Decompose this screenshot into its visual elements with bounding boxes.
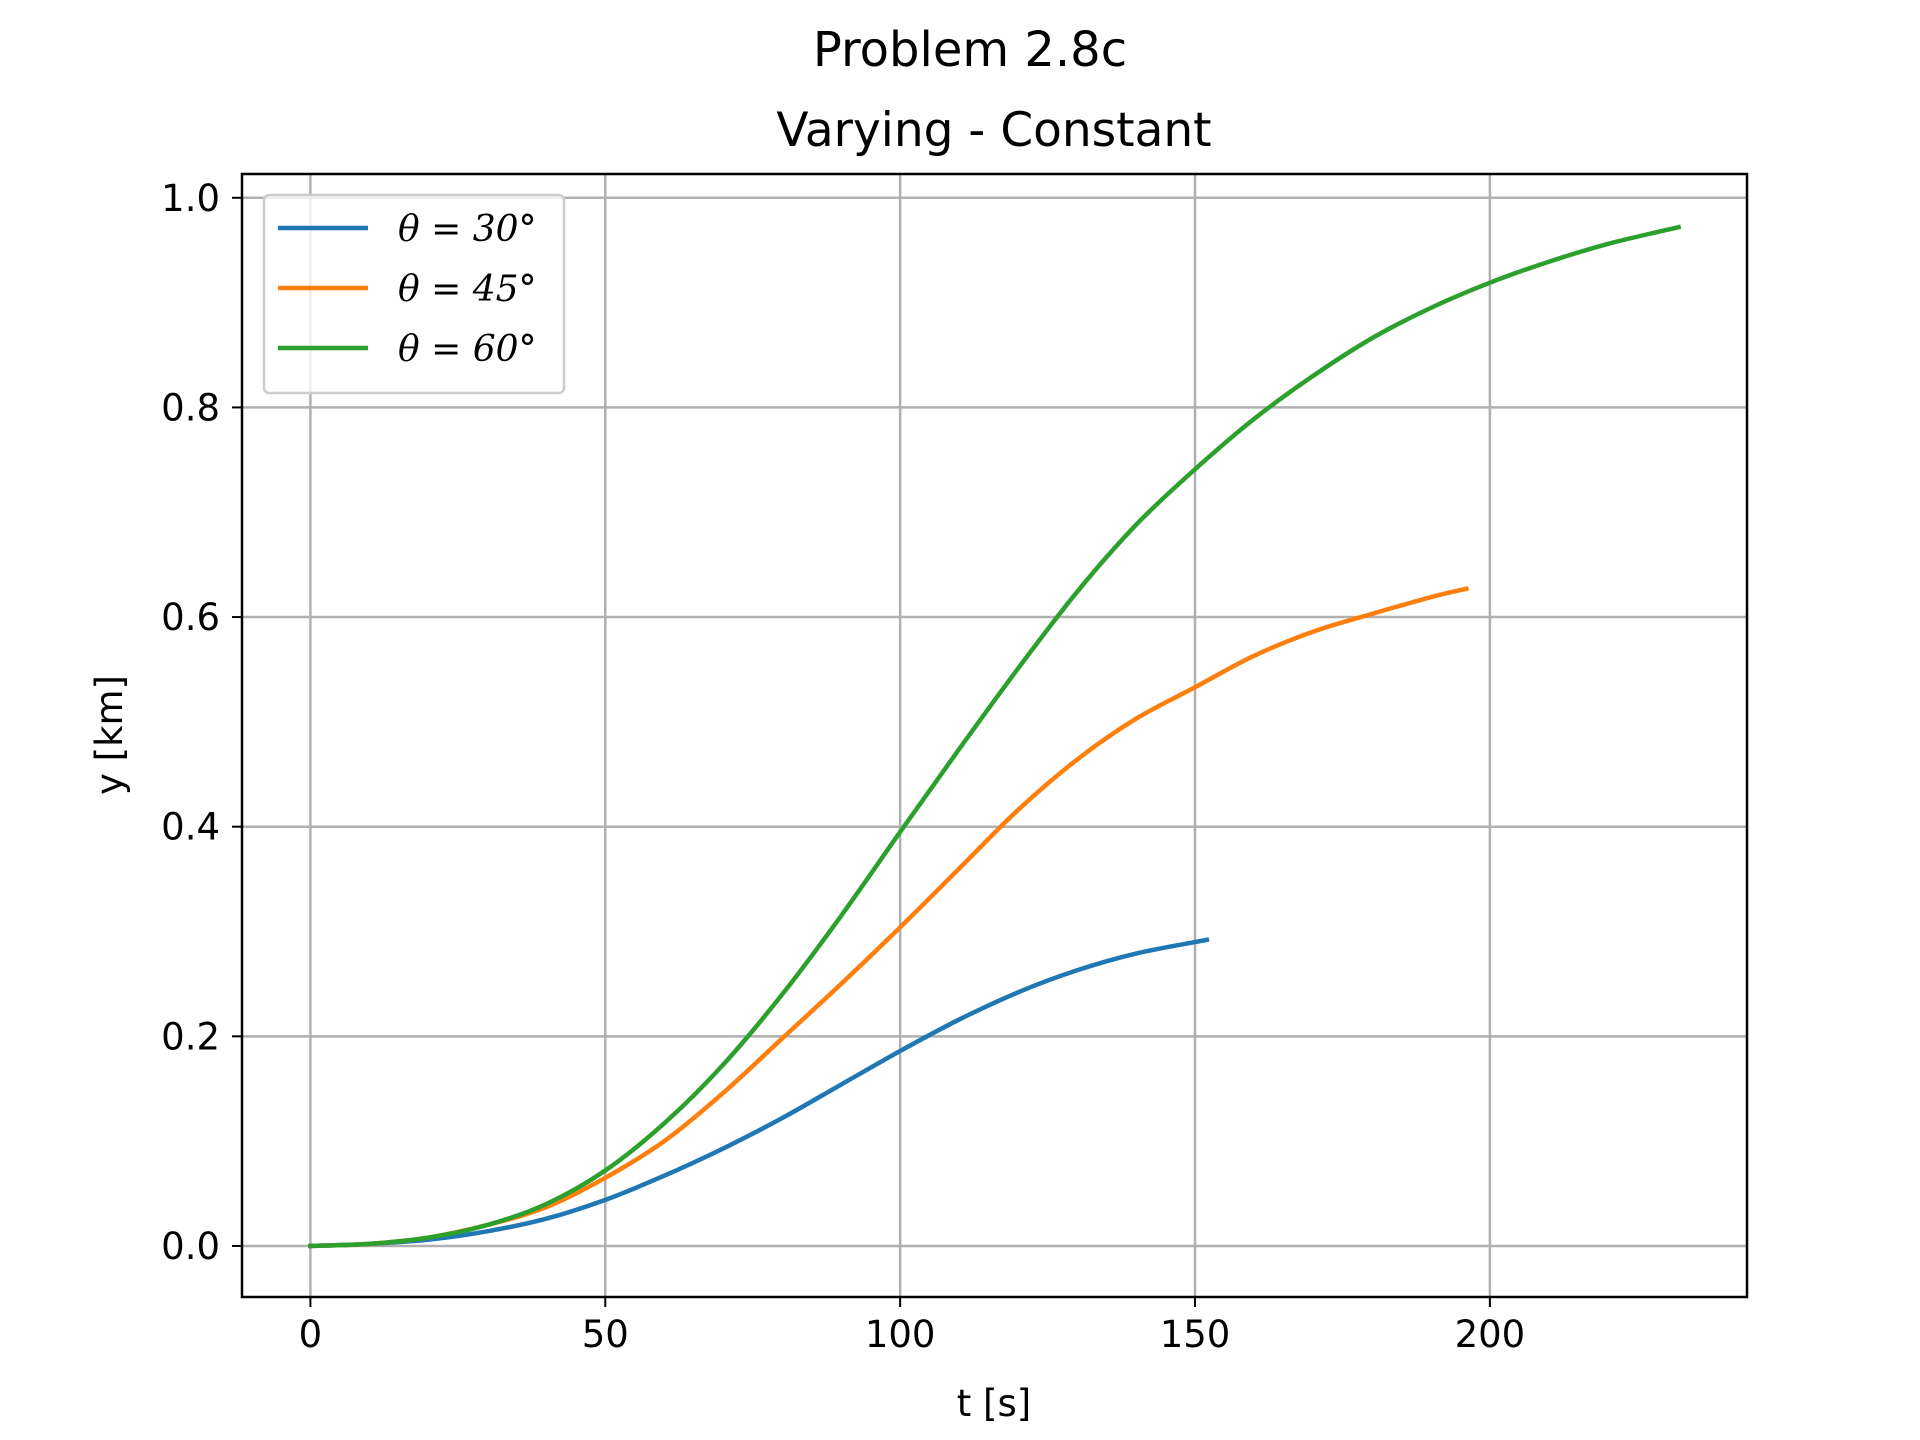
y-tick-label: 1.0 [161,177,220,220]
x-tick-label: 50 [582,1313,629,1356]
axis-ticks: 0 50 100 150 200 0.0 0.2 0.4 0.6 0.8 1.0 [161,177,1525,1356]
y-axis-label: y [km] [88,675,131,795]
x-tick-label: 200 [1455,1313,1526,1356]
legend: θ = 30° θ = 45° θ = 60° [262,193,566,395]
x-axis-label: t [s] [957,1382,1031,1425]
legend-label-2: θ = 45° [398,269,537,310]
x-tick-label: 150 [1160,1313,1231,1356]
series-line-1 [308,937,1210,1249]
x-tick-label: 100 [865,1313,936,1356]
chart-title: Varying - Constant [776,103,1211,158]
y-tick-label: 0.4 [161,806,220,849]
series-line-2 [308,586,1469,1249]
series-lines [308,224,1682,1249]
x-tick-label: 0 [299,1313,323,1356]
y-tick-label: 0.0 [161,1225,220,1268]
y-tick-label: 0.2 [161,1015,220,1058]
legend-label-3: θ = 60° [398,329,537,370]
y-tick-label: 0.6 [161,596,220,639]
figure-suptitle: Problem 2.8c [813,22,1127,78]
y-tick-label: 0.8 [161,386,220,429]
plot-frame [240,172,1749,1299]
legend-entries: θ = 30° θ = 45° θ = 60° [278,209,537,370]
legend-box [262,193,566,395]
legend-label-1: θ = 30° [398,209,537,250]
series-line-3 [308,224,1682,1249]
